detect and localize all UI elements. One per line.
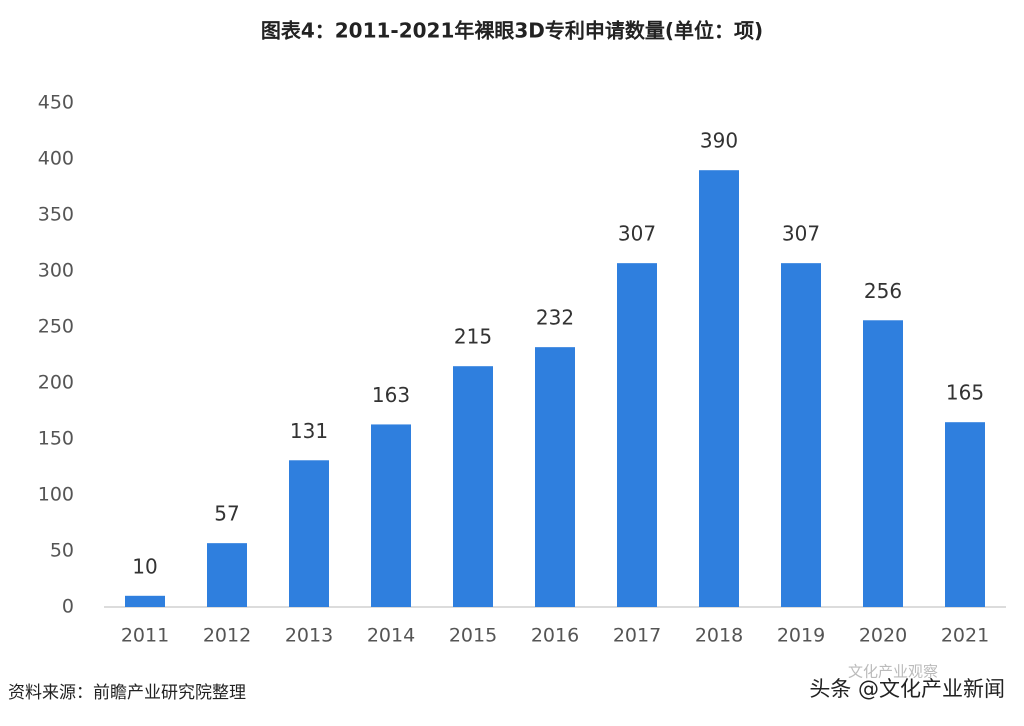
value-label: 165: [946, 381, 984, 405]
value-label: 232: [536, 306, 574, 330]
value-label: 307: [782, 222, 820, 246]
y-tick-label: 400: [38, 148, 74, 170]
x-tick-label: 2012: [203, 625, 251, 647]
value-label: 163: [372, 383, 410, 407]
y-tick-label: 300: [38, 260, 74, 282]
x-tick-label: 2015: [449, 625, 497, 647]
y-tick-label: 250: [38, 316, 74, 338]
bar: [863, 320, 903, 607]
bar: [371, 424, 411, 607]
value-label: 10: [132, 554, 157, 578]
bar: [125, 595, 165, 607]
value-label: 307: [618, 222, 656, 246]
y-tick-label: 450: [38, 92, 74, 114]
source-note: 资料来源：前瞻产业研究院整理: [8, 683, 246, 703]
bar: [207, 543, 247, 607]
y-tick-label: 100: [38, 484, 74, 506]
bar: [453, 366, 493, 607]
x-tick-label: 2013: [285, 625, 333, 647]
value-label: 390: [700, 129, 738, 153]
value-label: 215: [454, 325, 492, 349]
x-tick-label: 2016: [531, 625, 579, 647]
x-tick-label: 2011: [121, 625, 169, 647]
x-tick-label: 2014: [367, 625, 415, 647]
x-tick-label: 2017: [613, 625, 661, 647]
watermark: 头条 @文化产业新闻: [809, 677, 1005, 701]
value-label: 256: [864, 279, 902, 303]
y-tick-label: 150: [38, 428, 74, 450]
y-tick-label: 200: [38, 372, 74, 394]
bar: [289, 460, 329, 607]
x-tick-label: 2021: [941, 625, 989, 647]
bar: [945, 422, 985, 607]
bar: [781, 263, 821, 607]
value-label: 57: [214, 502, 239, 526]
x-tick-label: 2018: [695, 625, 743, 647]
y-tick-label: 50: [50, 540, 74, 562]
x-tick-label: 2020: [859, 625, 907, 647]
y-tick-label: 0: [62, 596, 74, 618]
watermark: 文化产业观察: [848, 663, 938, 681]
chart-title: 图表4：2011-2021年裸眼3D专利申请数量(单位：项): [261, 19, 763, 43]
bar: [535, 347, 575, 607]
value-label: 131: [290, 419, 328, 443]
y-tick-label: 350: [38, 204, 74, 226]
bar: [617, 263, 657, 607]
bar: [699, 170, 739, 607]
x-tick-label: 2019: [777, 625, 825, 647]
